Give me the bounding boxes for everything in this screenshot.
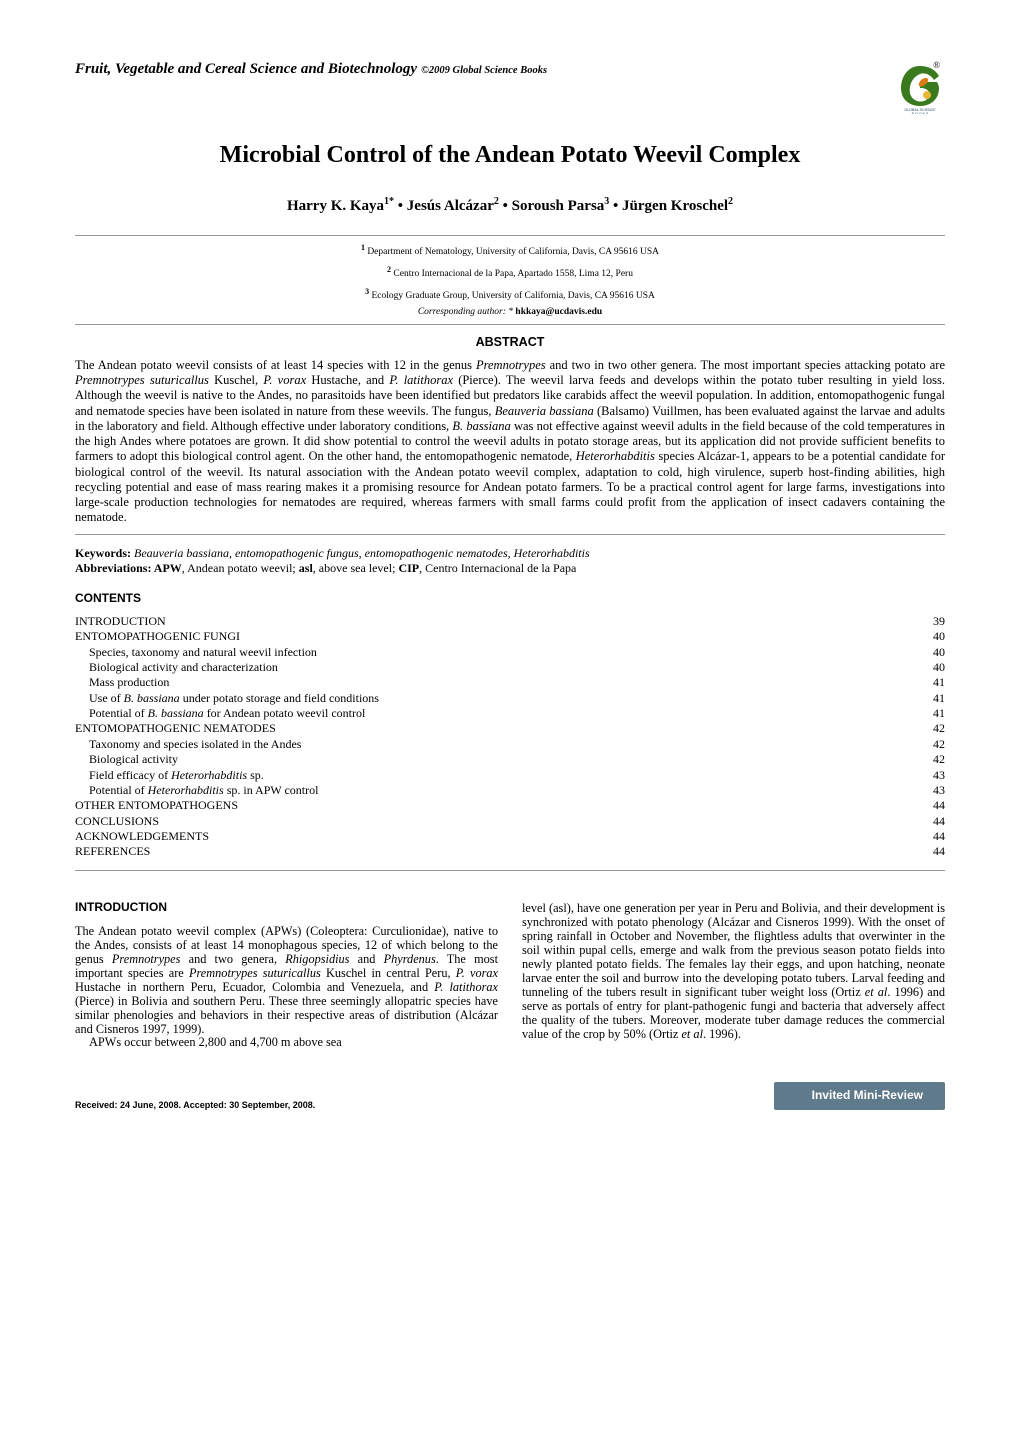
toc-entry: ACKNOWLEDGEMENTS 44 <box>75 829 945 844</box>
toc-entry: Potential of B. bassiana for Andean pota… <box>75 706 945 721</box>
journal-name: Fruit, Vegetable and Cereal Science and … <box>75 61 417 77</box>
toc-page: 40 <box>933 645 945 660</box>
toc-page: 43 <box>933 768 945 783</box>
toc-entry: Biological activity and characterization… <box>75 660 945 675</box>
toc-page: 41 <box>933 691 945 706</box>
keywords-label: Keywords: <box>75 546 131 560</box>
toc-label: CONCLUSIONS <box>75 814 159 829</box>
page-header: Fruit, Vegetable and Cereal Science and … <box>75 60 945 114</box>
abbreviations-text: , Andean potato weevil; asl, above sea l… <box>182 561 577 575</box>
toc-page: 39 <box>933 614 945 629</box>
toc-label: ACKNOWLEDGEMENTS <box>75 829 209 844</box>
affiliation: 1 Department of Nematology, University o… <box>75 242 945 260</box>
svg-text:B O O K S: B O O K S <box>912 112 929 114</box>
paragraph: level (asl), have one generation per yea… <box>522 901 945 1041</box>
journal-line: Fruit, Vegetable and Cereal Science and … <box>75 60 547 78</box>
paragraph: The Andean potato weevil complex (APWs) … <box>75 924 498 1036</box>
intro-heading: INTRODUCTION <box>75 901 498 915</box>
paragraph: APWs occur between 2,800 and 4,700 m abo… <box>75 1035 498 1049</box>
corresponding-author: Corresponding author: * hkkaya@ucdavis.e… <box>75 307 945 318</box>
toc-entry: OTHER ENTOMOPATHOGENS 44 <box>75 798 945 813</box>
logo-dot-icon <box>923 91 931 99</box>
toc-entry: Mass production 41 <box>75 675 945 690</box>
toc-label: ENTOMOPATHOGENIC NEMATODES <box>75 721 276 736</box>
toc-entry: Species, taxonomy and natural weevil inf… <box>75 645 945 660</box>
toc-entry: REFERENCES 44 <box>75 844 945 859</box>
left-column: INTRODUCTION The Andean potato weevil co… <box>75 901 498 1049</box>
right-column: level (asl), have one generation per yea… <box>522 901 945 1049</box>
toc-label: REFERENCES <box>75 844 150 859</box>
toc-label: Potential of B. bassiana for Andean pota… <box>75 706 365 721</box>
toc-page: 40 <box>933 660 945 675</box>
received-dates: Received: 24 June, 2008. Accepted: 30 Se… <box>75 1100 315 1110</box>
keywords-text: Beauveria bassiana, entomopathogenic fun… <box>131 546 590 560</box>
toc-entry: Field efficacy of Heterorhabditis sp. 43 <box>75 768 945 783</box>
toc-label: Use of B. bassiana under potato storage … <box>75 691 379 706</box>
toc-page: 44 <box>933 798 945 813</box>
divider <box>75 534 945 535</box>
toc-page: 44 <box>933 829 945 844</box>
toc-entry: ENTOMOPATHOGENIC NEMATODES 42 <box>75 721 945 736</box>
toc-label: OTHER ENTOMOPATHOGENS <box>75 798 238 813</box>
contents-heading: CONTENTS <box>75 592 945 606</box>
keywords-line: Keywords: Beauveria bassiana, entomopath… <box>75 547 945 561</box>
toc-label: Potential of Heterorhabditis sp. in APW … <box>75 783 318 798</box>
toc-entry: INTRODUCTION 39 <box>75 614 945 629</box>
toc-page: 42 <box>933 752 945 767</box>
trademark-icon: ® <box>933 60 940 70</box>
article-type-badge: Invited Mini-Review <box>774 1082 945 1110</box>
abstract-heading: ABSTRACT <box>75 335 945 349</box>
toc-page: 43 <box>933 783 945 798</box>
authors: Harry K. Kaya1* • Jesús Alcázar2 • Sorou… <box>75 196 945 215</box>
toc-page: 44 <box>933 844 945 859</box>
toc-label: Species, taxonomy and natural weevil inf… <box>75 645 317 660</box>
affiliations-block: 1 Department of Nematology, University o… <box>75 242 945 304</box>
toc-page: 40 <box>933 629 945 644</box>
affiliation: 3 Ecology Graduate Group, University of … <box>75 286 945 304</box>
toc-entry: Potential of Heterorhabditis sp. in APW … <box>75 783 945 798</box>
toc-page: 41 <box>933 706 945 721</box>
toc-label: Biological activity <box>75 752 178 767</box>
toc-entry: Use of B. bassiana under potato storage … <box>75 691 945 706</box>
article-title: Microbial Control of the Andean Potato W… <box>75 142 945 170</box>
corresponding-label: Corresponding author <box>418 307 503 317</box>
toc-page: 42 <box>933 737 945 752</box>
toc-label: ENTOMOPATHOGENIC FUNGI <box>75 629 240 644</box>
affiliation: 2 Centro Internacional de la Papa, Apart… <box>75 264 945 282</box>
abbreviations-line: Abbreviations: APW, Andean potato weevil… <box>75 562 945 576</box>
abbreviations-label: Abbreviations: APW <box>75 561 182 575</box>
toc-entry: Taxonomy and species isolated in the And… <box>75 737 945 752</box>
toc-label: Taxonomy and species isolated in the And… <box>75 737 301 752</box>
toc-label: Field efficacy of Heterorhabditis sp. <box>75 768 264 783</box>
publisher-logo: ® GLOBAL SCIENCE B O O K S <box>895 60 945 114</box>
divider <box>75 235 945 236</box>
toc-label: Biological activity and characterization <box>75 660 278 675</box>
toc-entry: ENTOMOPATHOGENIC FUNGI 40 <box>75 629 945 644</box>
body-columns: INTRODUCTION The Andean potato weevil co… <box>75 901 945 1049</box>
divider <box>75 870 945 871</box>
page-footer: Received: 24 June, 2008. Accepted: 30 Se… <box>75 1082 945 1110</box>
toc-entry: Biological activity 42 <box>75 752 945 767</box>
corresponding-email: hkkaya@ucdavis.edu <box>515 307 602 317</box>
toc-page: 42 <box>933 721 945 736</box>
toc-page: 41 <box>933 675 945 690</box>
toc-entry: CONCLUSIONS 44 <box>75 814 945 829</box>
abstract-body: The Andean potato weevil consists of at … <box>75 358 945 526</box>
divider <box>75 324 945 325</box>
toc-label: Mass production <box>75 675 169 690</box>
toc-page: 44 <box>933 814 945 829</box>
table-of-contents: INTRODUCTION 39ENTOMOPATHOGENIC FUNGI 40… <box>75 614 945 860</box>
toc-label: INTRODUCTION <box>75 614 166 629</box>
corresponding-sep: : * <box>503 307 516 317</box>
copyright: ©2009 Global Science Books <box>421 65 547 76</box>
